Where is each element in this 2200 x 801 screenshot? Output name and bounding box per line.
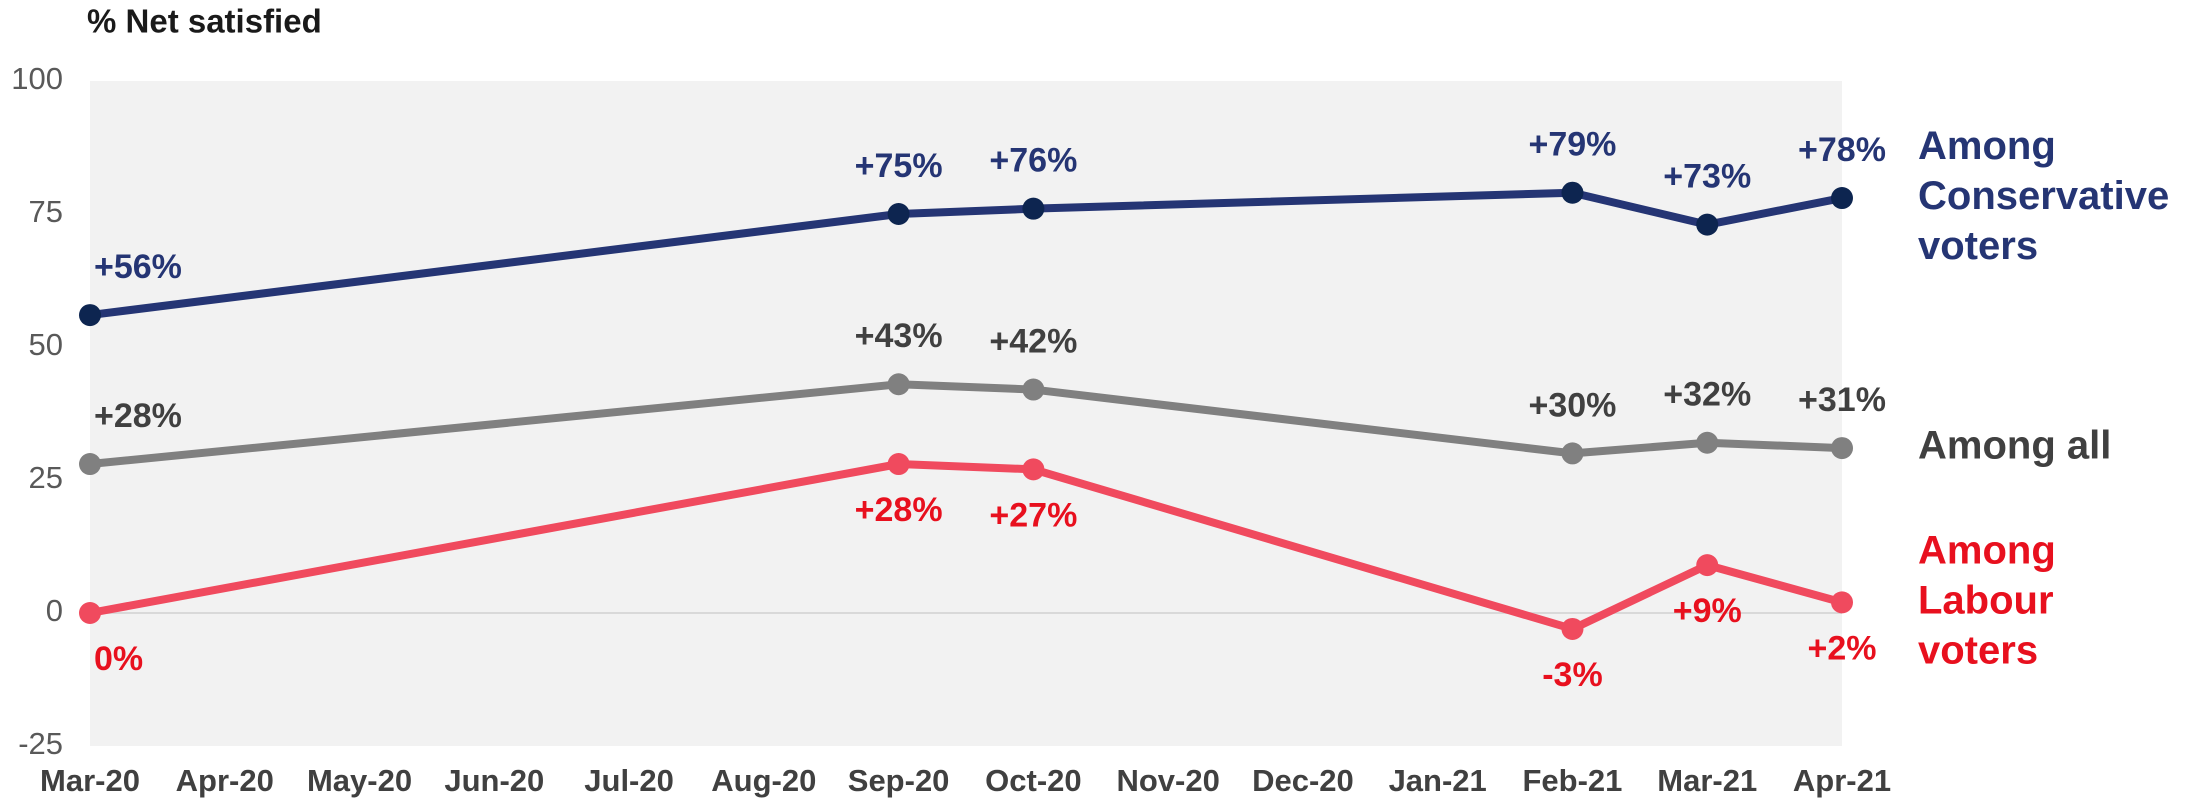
series-line <box>89 380 1843 469</box>
data-label: +79% <box>1529 126 1617 164</box>
y-tick-label: 100 <box>11 61 63 96</box>
marker <box>1022 197 1045 220</box>
marker <box>1561 442 1584 465</box>
marker <box>887 453 910 476</box>
y-tick-label: 75 <box>29 194 63 229</box>
x-tick-label: Nov-20 <box>1116 763 1219 798</box>
legend-label: Among Labour voters <box>1918 528 2056 672</box>
x-tick-label: Apr-20 <box>176 763 274 798</box>
data-label: +43% <box>855 317 943 355</box>
marker <box>1831 187 1853 210</box>
x-tick-label: Oct-20 <box>985 763 1081 798</box>
marker <box>1561 181 1584 204</box>
legend-line: Labour <box>1918 578 2054 622</box>
data-label: +9% <box>1673 592 1742 630</box>
series-line <box>89 188 1843 320</box>
legend-line: Among <box>1918 124 2056 168</box>
legend-line: voters <box>1918 628 2038 672</box>
data-label: +2% <box>1808 629 1877 667</box>
data-label: +75% <box>855 147 943 185</box>
y-tick-label: 0 <box>46 593 63 628</box>
x-tick-label: Jul-20 <box>584 763 674 798</box>
data-label: 0% <box>94 640 143 678</box>
marker <box>1696 431 1719 454</box>
x-tick-label: Dec-20 <box>1252 763 1354 798</box>
y-tick-label: -25 <box>18 726 63 761</box>
marker <box>1831 591 1853 614</box>
x-tick-label: May-20 <box>307 763 412 798</box>
marker <box>79 602 101 624</box>
marker <box>887 373 910 396</box>
x-tick-label: Mar-20 <box>40 763 140 798</box>
legend-line: Among <box>1918 528 2056 572</box>
data-label: +56% <box>94 248 182 286</box>
data-label: +73% <box>1663 158 1751 196</box>
marker <box>1831 437 1853 460</box>
data-label: +28% <box>855 491 943 529</box>
chart-title: % Net satisfied <box>87 3 322 40</box>
x-tick-label: Jun-20 <box>444 763 544 798</box>
data-label: -3% <box>1542 656 1602 694</box>
x-tick-label: Aug-20 <box>711 763 816 798</box>
y-tick-label: 25 <box>29 460 63 495</box>
marker <box>1022 378 1045 401</box>
series-line <box>89 460 1844 633</box>
legend-label: Among Conservative voters <box>1918 124 2169 268</box>
data-label: +31% <box>1798 381 1886 419</box>
data-label: +30% <box>1529 386 1617 424</box>
data-label: +42% <box>989 323 1077 361</box>
marker <box>79 453 101 476</box>
data-label: +27% <box>989 496 1077 534</box>
marker <box>1561 617 1584 640</box>
y-tick-label: 50 <box>29 327 63 362</box>
x-tick-label: Apr-21 <box>1793 763 1891 798</box>
legend-label: Among all <box>1918 424 2111 468</box>
x-tick-label: Feb-21 <box>1523 763 1623 798</box>
legend-line: voters <box>1918 224 2038 268</box>
x-tick-label: Jan-21 <box>1389 763 1487 798</box>
data-label: +78% <box>1798 131 1886 169</box>
x-tick-label: Sep-20 <box>848 763 950 798</box>
marker <box>79 304 101 327</box>
data-label: +32% <box>1663 376 1751 414</box>
x-tick-label: Mar-21 <box>1657 763 1757 798</box>
marker <box>1696 213 1719 236</box>
marker <box>1022 458 1045 481</box>
data-label: +28% <box>94 397 182 435</box>
marker <box>887 203 910 225</box>
marker <box>1696 554 1719 577</box>
data-label: +76% <box>989 142 1077 180</box>
legend-line: Conservative <box>1918 174 2169 218</box>
